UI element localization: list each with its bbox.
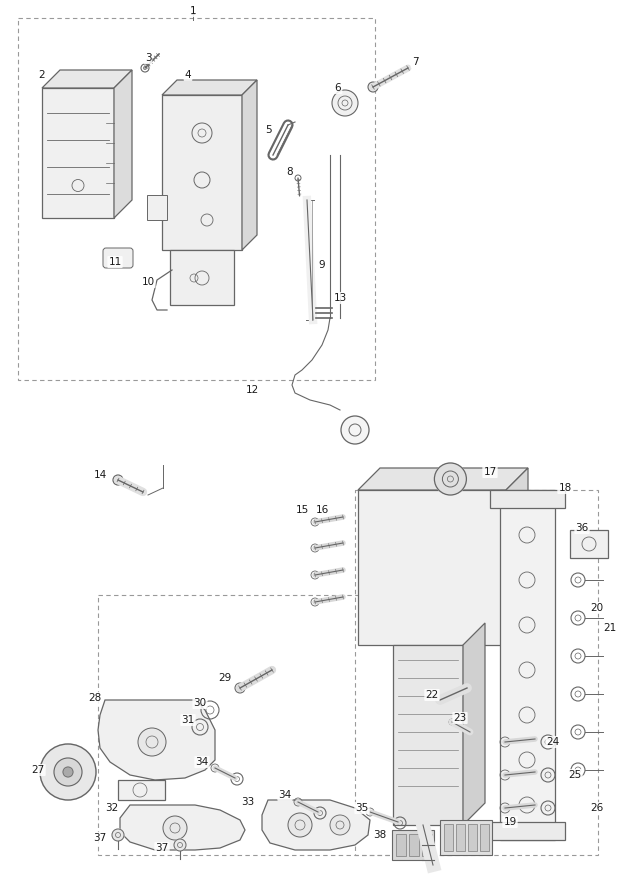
Bar — [422, 834, 432, 856]
Text: 37: 37 — [93, 833, 107, 843]
Polygon shape — [242, 80, 257, 250]
Text: 14: 14 — [93, 470, 107, 480]
Text: 32: 32 — [105, 803, 118, 813]
Circle shape — [437, 696, 444, 704]
Polygon shape — [358, 490, 506, 645]
Text: 15: 15 — [295, 505, 308, 515]
Text: 27: 27 — [31, 765, 45, 775]
Circle shape — [332, 90, 358, 116]
Text: 9: 9 — [319, 260, 325, 270]
Circle shape — [63, 767, 73, 777]
Circle shape — [235, 683, 245, 693]
Bar — [409, 834, 419, 856]
Polygon shape — [358, 468, 528, 490]
Text: 2: 2 — [39, 70, 45, 80]
Text: 23: 23 — [454, 713, 467, 723]
Bar — [570, 530, 608, 558]
Bar — [392, 830, 434, 860]
Text: 29: 29 — [219, 673, 232, 683]
Text: 28: 28 — [88, 693, 102, 703]
Bar — [500, 490, 555, 840]
Text: 21: 21 — [603, 623, 617, 633]
Text: 31: 31 — [181, 715, 194, 725]
Circle shape — [112, 829, 124, 841]
Circle shape — [330, 815, 350, 835]
Bar — [18, 18, 375, 380]
Text: 22: 22 — [426, 690, 439, 700]
Bar — [468, 824, 477, 851]
Text: 38: 38 — [373, 830, 387, 840]
Circle shape — [163, 816, 187, 840]
Bar — [444, 824, 453, 851]
Polygon shape — [162, 95, 242, 250]
Polygon shape — [463, 623, 485, 825]
Circle shape — [174, 839, 186, 851]
Circle shape — [341, 416, 369, 444]
Circle shape — [138, 728, 166, 756]
Circle shape — [113, 475, 123, 485]
Text: 25: 25 — [568, 770, 582, 780]
Polygon shape — [114, 70, 132, 218]
Text: 8: 8 — [287, 167, 293, 177]
Bar — [456, 824, 465, 851]
Text: 12: 12 — [245, 385, 259, 395]
Polygon shape — [262, 800, 370, 850]
Polygon shape — [162, 80, 257, 95]
Text: 30: 30 — [193, 698, 207, 708]
Text: 34: 34 — [196, 757, 209, 767]
Circle shape — [434, 463, 467, 495]
Polygon shape — [120, 805, 245, 850]
Text: 7: 7 — [412, 57, 418, 67]
Circle shape — [40, 744, 96, 800]
Text: 17: 17 — [483, 467, 497, 477]
Circle shape — [368, 82, 378, 92]
Bar — [490, 490, 565, 508]
Polygon shape — [118, 780, 165, 800]
Polygon shape — [393, 645, 463, 825]
Text: 13: 13 — [333, 293, 346, 303]
Text: 10: 10 — [141, 277, 155, 287]
Polygon shape — [170, 250, 234, 305]
Text: 5: 5 — [265, 125, 271, 135]
Text: 18: 18 — [558, 483, 572, 493]
Bar — [98, 595, 452, 855]
Text: 11: 11 — [108, 257, 121, 267]
Text: 37: 37 — [155, 843, 169, 853]
Polygon shape — [42, 88, 114, 218]
Text: 19: 19 — [503, 817, 516, 827]
Text: 35: 35 — [355, 803, 369, 813]
Polygon shape — [98, 700, 215, 780]
Polygon shape — [147, 195, 167, 220]
Circle shape — [288, 813, 312, 837]
Text: 36: 36 — [576, 523, 589, 533]
Bar — [440, 820, 492, 855]
Text: 34: 34 — [278, 790, 292, 800]
Circle shape — [54, 758, 82, 786]
Text: 6: 6 — [335, 83, 341, 93]
Text: 33: 33 — [241, 797, 255, 807]
Text: 16: 16 — [315, 505, 328, 515]
Text: 20: 20 — [591, 603, 604, 613]
Text: 1: 1 — [190, 7, 196, 17]
Text: 1: 1 — [189, 6, 196, 16]
Text: 26: 26 — [591, 803, 604, 813]
FancyBboxPatch shape — [103, 248, 133, 268]
Bar — [355, 490, 598, 855]
Polygon shape — [506, 468, 528, 645]
Text: 4: 4 — [184, 70, 191, 80]
Polygon shape — [42, 70, 132, 88]
Text: 3: 3 — [145, 53, 151, 63]
Bar — [490, 822, 565, 840]
Text: 24: 24 — [546, 737, 559, 747]
Bar — [396, 834, 406, 856]
Bar — [480, 824, 489, 851]
